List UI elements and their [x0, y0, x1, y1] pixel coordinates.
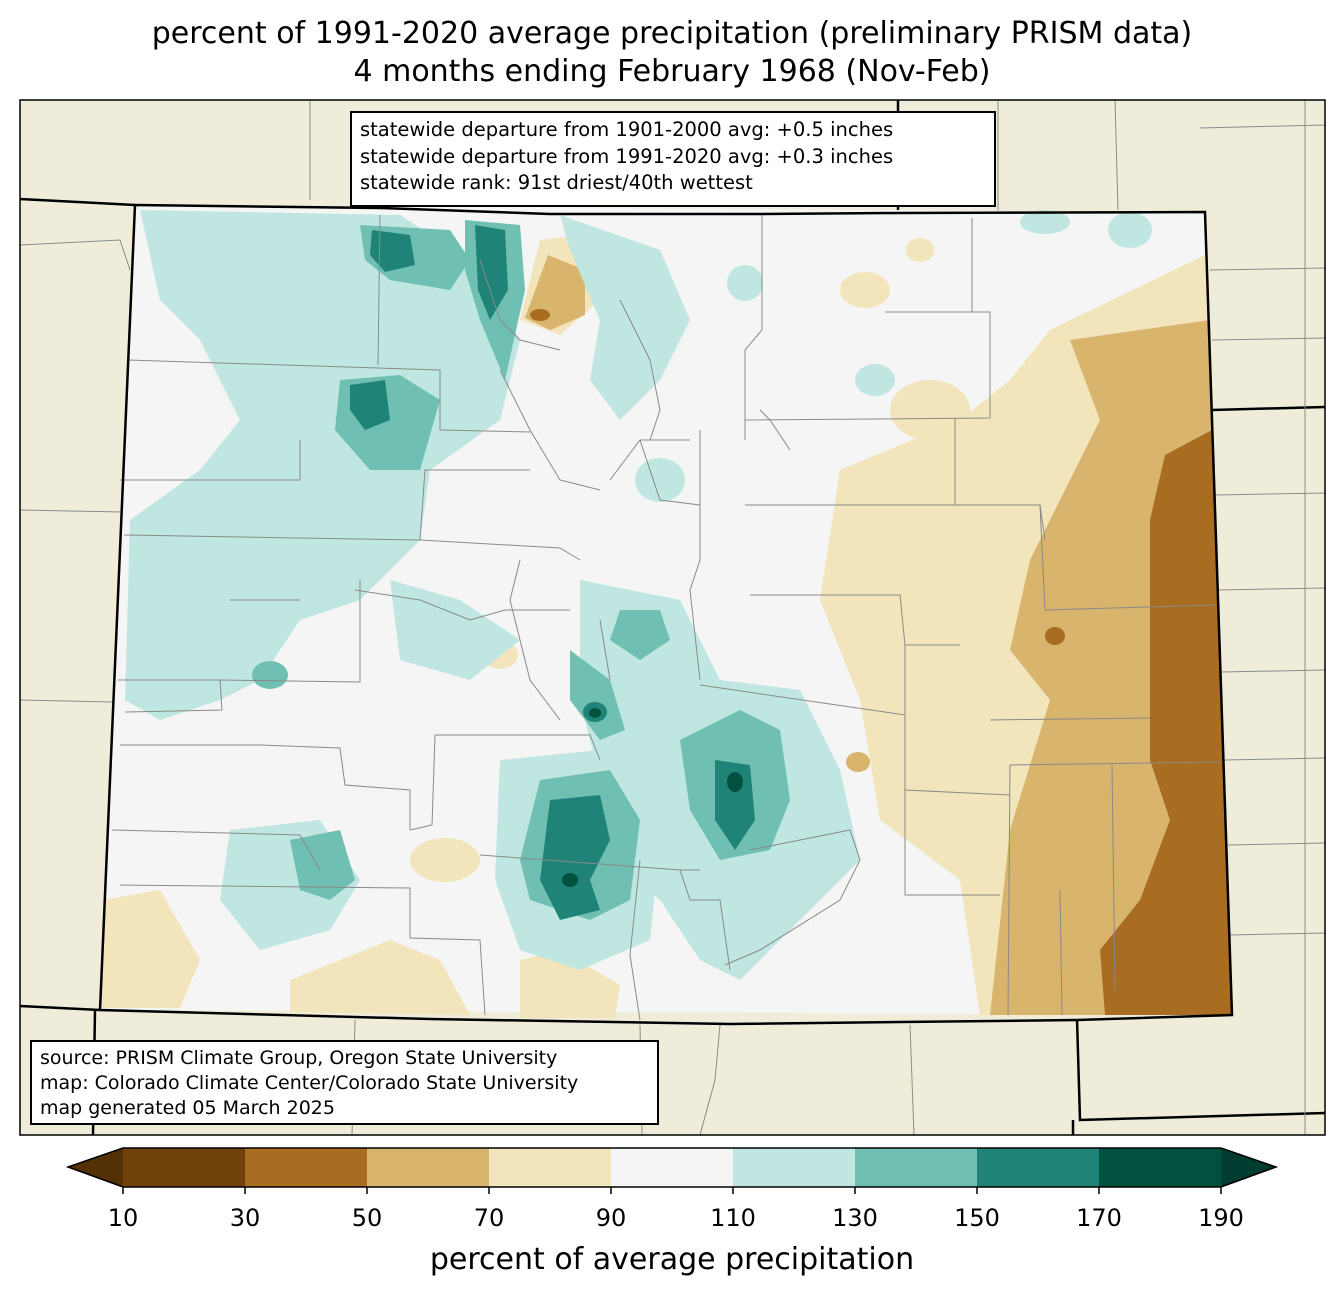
colorbar-over-arrow	[1221, 1148, 1276, 1187]
colorbar-segment	[733, 1148, 856, 1187]
source-info-box: source: PRISM Climate Group, Oregon Stat…	[30, 1040, 659, 1125]
stats-rank: statewide rank: 91st driest/40th wettest	[360, 171, 753, 194]
neighbor-county-lines	[19, 99, 1326, 1136]
colorbar-tick-label: 70	[473, 1204, 505, 1232]
map-frame	[19, 99, 1326, 1136]
statewide-stats-box: statewide departure from 1901-2000 avg: …	[350, 111, 996, 207]
colorbar-tick-label: 110	[710, 1204, 756, 1232]
map-credit-line: map: Colorado Climate Center/Colorado St…	[40, 1072, 579, 1094]
colorbar-tick-label: 30	[229, 1204, 261, 1232]
stats-departure-1901-2000: statewide departure from 1901-2000 avg: …	[360, 118, 894, 141]
map-title-line-2: 4 months ending February 1968 (Nov-Feb)	[353, 54, 991, 89]
colorbar-label: percent of average precipitation	[429, 1242, 915, 1277]
colorado-state-border	[98, 203, 1234, 1026]
colorbar-tick-label: 130	[832, 1204, 878, 1232]
dry-anomaly-regions	[100, 235, 1232, 1018]
colorbar-segment	[611, 1148, 734, 1187]
colorbar-tick-label: 10	[107, 1204, 139, 1232]
map-title-line-1: percent of 1991-2020 average precipitati…	[151, 16, 1193, 51]
colorbar-tick-label: 90	[595, 1204, 627, 1232]
wet-anomaly-regions	[125, 210, 1152, 980]
stats-departure-1991-2020: statewide departure from 1991-2020 avg: …	[360, 144, 894, 168]
colorbar-tick-label: 150	[954, 1204, 1000, 1232]
colorbar-under-arrow	[68, 1148, 123, 1187]
colorbar-segment	[489, 1148, 612, 1187]
colorbar-segment	[855, 1148, 978, 1187]
colorbar-segment	[367, 1148, 490, 1187]
colorbar-segment	[1099, 1148, 1222, 1187]
colorbar	[65, 1147, 1279, 1194]
colorbar-segment	[977, 1148, 1100, 1187]
colorado-county-lines	[111, 214, 1221, 1021]
colorbar-tick-label: 190	[1198, 1204, 1244, 1232]
colorbar-segment	[245, 1148, 368, 1187]
colorbar-tick-label: 50	[351, 1204, 383, 1232]
source-line: source: PRISM Climate Group, Oregon Stat…	[40, 1047, 558, 1069]
generated-date-line: map generated 05 March 2025	[40, 1097, 335, 1119]
colorbar-tick-label: 170	[1076, 1204, 1122, 1232]
colorbar-segment	[123, 1148, 246, 1187]
